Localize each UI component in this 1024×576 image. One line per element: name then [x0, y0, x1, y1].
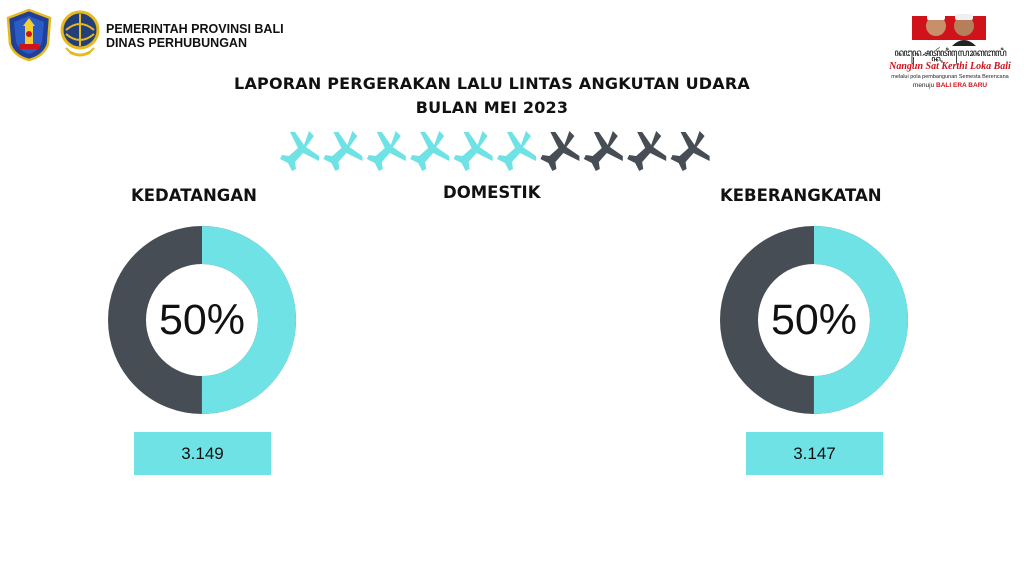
leader-portrait-image	[912, 10, 986, 46]
arrivals-count: 3.149	[134, 432, 271, 475]
era-name: BALI ERA BARU	[936, 82, 988, 89]
airplane-icon	[453, 131, 493, 171]
arrivals-donut	[107, 225, 297, 415]
domestic-label: DOMESTIK	[443, 183, 541, 202]
arrivals-label: KEDATANGAN	[131, 186, 257, 205]
organization-name: PEMERINTAH PROVINSI BALI DINAS PERHUBUNG…	[106, 22, 284, 50]
era-prefix: menuju	[912, 82, 935, 89]
airplane-icon	[627, 131, 667, 171]
airplane-icon-row-svg	[280, 131, 710, 171]
report-title: LAPORAN PERGERAKAN LALU LINTAS ANGKUTAN …	[234, 74, 750, 93]
airplane-icon	[670, 131, 710, 171]
airplane-icon	[497, 131, 536, 171]
departures-donut	[719, 225, 909, 415]
bali-province-logo	[4, 8, 54, 62]
airplane-icon	[280, 131, 319, 171]
airplane-icon	[410, 131, 450, 171]
airplane-icon	[323, 131, 363, 171]
nangun-sat-kerthi-banner: ꦤꦔꦸꦤ꧀ꦱꦠ꧀ꦏꦂꦠꦶꦭꦺꦴꦏꦧꦭꦶ Nangun Sat Kerthi Lo…	[880, 6, 1020, 98]
donut-value-slice	[108, 226, 296, 414]
report-period: BULAN MEI 2023	[415, 98, 569, 117]
org-line-1: PEMERINTAH PROVINSI BALI	[106, 22, 284, 36]
airplane-icon	[583, 131, 623, 171]
departures-count: 3.147	[746, 432, 883, 475]
balinese-script-text: ꦤꦔꦸꦤ꧀ꦱꦠ꧀ꦏꦂꦠꦶꦭꦺꦴꦏꦧꦭꦶ	[894, 48, 1007, 59]
departures-label: KEBERANGKATAN	[720, 186, 882, 205]
departures-percent: 50%	[770, 296, 858, 344]
arrivals-percent: 50%	[158, 296, 246, 344]
slogan-subtitle: melalui pola pembangunan Semesta Berenca…	[891, 74, 1009, 80]
era-text: menuju BALI ERA BARU	[880, 82, 1020, 89]
donut-value-slice	[720, 226, 908, 414]
slogan-text: Nangun Sat Kerthi Loka Bali	[889, 61, 1011, 72]
airplane-icon	[540, 131, 580, 171]
org-line-2: DINAS PERHUBUNGAN	[106, 36, 247, 50]
airplane-icon	[366, 131, 406, 171]
airplane-icon-row	[277, 128, 717, 174]
dishub-logo	[56, 8, 104, 60]
